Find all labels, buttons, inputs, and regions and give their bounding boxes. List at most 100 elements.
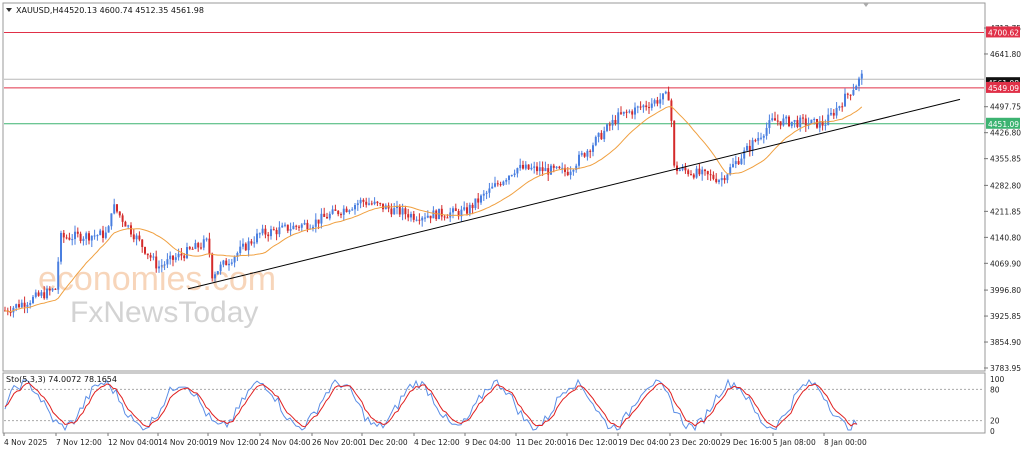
- candle-body: [768, 120, 771, 128]
- candle-body: [751, 140, 754, 151]
- candle-body: [197, 243, 200, 248]
- candle-body: [536, 166, 538, 172]
- stochastic-label: Sto(5,3,3) 74.0072 78.1654: [6, 375, 117, 384]
- candle-body: [796, 120, 799, 127]
- candle-body: [440, 208, 443, 217]
- candle-body: [93, 235, 96, 237]
- moving-average-line: [4, 106, 863, 313]
- candle-body: [774, 118, 776, 121]
- candle-body: [622, 111, 625, 114]
- x-tick-label: 16 Dec 12:00: [567, 438, 618, 447]
- candle-body: [550, 165, 552, 175]
- candle-body: [124, 221, 127, 227]
- candle-body: [163, 264, 166, 266]
- candle-body: [429, 215, 432, 219]
- candle-body: [214, 274, 216, 279]
- trendline[interactable]: [187, 98, 961, 290]
- candle-body: [205, 238, 208, 240]
- candle-body: [144, 247, 146, 254]
- candle-body: [603, 130, 606, 140]
- candle-body: [547, 168, 550, 175]
- candle-body: [569, 171, 572, 176]
- candle-body: [583, 153, 586, 157]
- candle-body: [580, 153, 583, 155]
- candle-body: [426, 215, 429, 218]
- candle-body: [418, 219, 421, 221]
- candle-body: [466, 207, 468, 214]
- candle-body: [135, 235, 138, 240]
- candle-body: [835, 107, 838, 116]
- candle-body: [597, 132, 600, 137]
- candle-body: [365, 201, 368, 205]
- price-pane[interactable]: [2, 2, 986, 372]
- candle-body: [222, 260, 225, 265]
- shift-marker-icon[interactable]: [863, 3, 869, 7]
- candle-body: [474, 198, 477, 209]
- candle-body: [295, 225, 298, 227]
- resistance-level-tag-label: 4549.09: [988, 84, 1019, 93]
- candle-body: [757, 137, 760, 141]
- stoch-axis-label: 80: [990, 385, 1000, 394]
- upper-level-tag-label: 4700.62: [988, 28, 1019, 37]
- candle-body: [594, 136, 597, 146]
- x-tick-label: 29 Dec 16:00: [721, 438, 772, 447]
- dropdown-triangle-icon[interactable]: [6, 8, 12, 12]
- candle-body: [54, 288, 57, 290]
- candle-body: [60, 232, 62, 262]
- candle-body: [715, 178, 718, 183]
- candle-body: [149, 255, 152, 258]
- x-tick-label: 26 Nov 20:00: [312, 438, 363, 447]
- candle-body: [286, 224, 289, 231]
- x-tick-label: 4 Dec 12:00: [414, 438, 460, 447]
- candle-body: [841, 106, 844, 108]
- candle-body: [379, 203, 382, 205]
- upper-level-tag: [986, 26, 1020, 38]
- candle-body: [712, 174, 715, 179]
- candle-body: [687, 170, 690, 175]
- candle-body: [846, 93, 849, 95]
- candle-body: [818, 121, 821, 128]
- candle-body: [718, 180, 720, 183]
- candle-body: [463, 207, 466, 210]
- candle-body: [681, 167, 684, 170]
- candle-body: [306, 222, 309, 230]
- candle-body: [348, 210, 351, 213]
- x-tick-label: 14 Nov 20:00: [158, 438, 209, 447]
- candle-body: [858, 78, 860, 86]
- candle-body: [225, 260, 228, 266]
- x-tick-label: 23 Dec 20:00: [670, 438, 721, 447]
- candle-body: [264, 228, 267, 235]
- indicator-pane[interactable]: [2, 372, 986, 434]
- candle-body: [737, 161, 740, 165]
- candle-body: [146, 253, 149, 256]
- candle-body: [748, 145, 751, 151]
- candle-body: [256, 233, 258, 243]
- candle-body: [23, 302, 26, 307]
- candle-body: [510, 175, 513, 177]
- candle-body: [732, 164, 734, 168]
- candle-body: [300, 224, 303, 228]
- candle-body: [564, 167, 566, 172]
- candle-body: [533, 166, 536, 168]
- y-tick-label: 4355.85: [990, 155, 1021, 164]
- candle-body: [662, 93, 664, 100]
- candle-body: [804, 118, 807, 126]
- candle-body: [849, 94, 852, 96]
- candle-body: [76, 231, 79, 234]
- x-tick-label: 19 Dec 04:00: [618, 438, 669, 447]
- candle-body: [785, 116, 788, 119]
- candle-body: [57, 261, 60, 290]
- stoch-axis-label: 100: [990, 375, 1005, 384]
- candle-body: [522, 164, 524, 169]
- candle-body: [284, 224, 286, 226]
- candle-body: [480, 195, 482, 203]
- candle-body: [51, 288, 54, 291]
- candle-body: [617, 112, 620, 124]
- candle-body: [121, 215, 124, 222]
- candle-body: [477, 198, 480, 203]
- candle-body: [827, 114, 830, 125]
- candle-body: [393, 208, 396, 215]
- candle-body: [261, 228, 264, 234]
